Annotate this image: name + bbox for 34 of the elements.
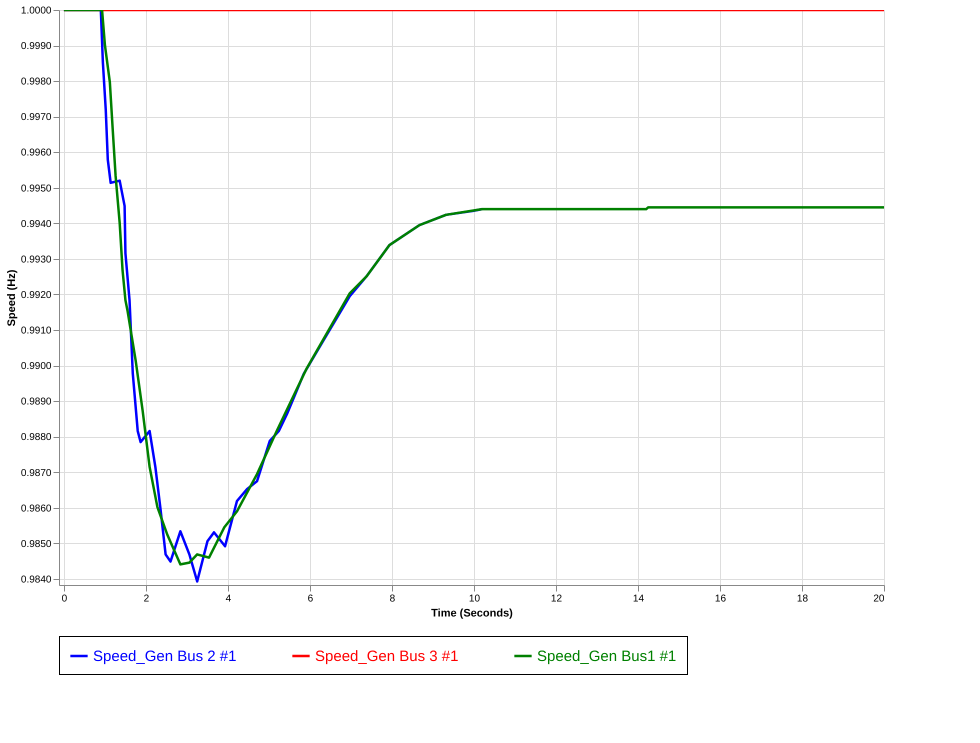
legend-label: Speed_Gen Bus1 #1 [537,648,676,665]
y-tick-label: 1.0000 [20,6,52,16]
x-tick-label: 12 [550,594,562,604]
y-tick-label: 0.9880 [20,432,52,444]
y-axis-title: Speed (Hz) [6,269,18,326]
x-tick-label: 18 [796,594,808,604]
y-tick-label: 0.9940 [20,218,52,230]
x-tick-label: 20 [873,594,885,604]
y-tick-label: 0.9920 [20,290,52,301]
y-tick-label: 0.9980 [20,76,52,88]
y-tick-label: 0.9840 [20,574,52,586]
x-tick-label: 4 [226,594,232,604]
legend-label: Speed_Gen Bus 3 #1 [315,648,458,665]
legend-label: Speed_Gen Bus 2 #1 [93,648,236,665]
x-axis-title: Time (Seconds) [431,608,514,620]
y-tick-label: 0.9990 [20,41,52,52]
x-tick-label: 10 [468,594,480,604]
x-tick-label: 6 [308,594,314,604]
y-tick-label: 0.9890 [20,396,52,408]
x-tick-label: 8 [390,594,396,604]
line-series [62,10,884,566]
y-tick-label: 0.9950 [20,183,52,194]
x-tick-label: 0 [62,594,68,604]
x-tick-label: 14 [632,594,644,604]
x-tick-label: 16 [714,594,726,604]
y-tick-label: 0.9860 [20,503,52,514]
y-tick-label: 0.9870 [20,468,52,479]
x-tick-label: 2 [144,594,150,604]
y-tick-label: 0.9960 [20,148,52,159]
y-tick-label: 0.9930 [20,254,52,266]
y-tick-label: 0.9910 [20,326,52,337]
y-tick-label: 0.9970 [20,112,52,124]
y-tick-label: 0.9850 [20,538,52,550]
y-tick-label: 0.9900 [20,361,52,372]
